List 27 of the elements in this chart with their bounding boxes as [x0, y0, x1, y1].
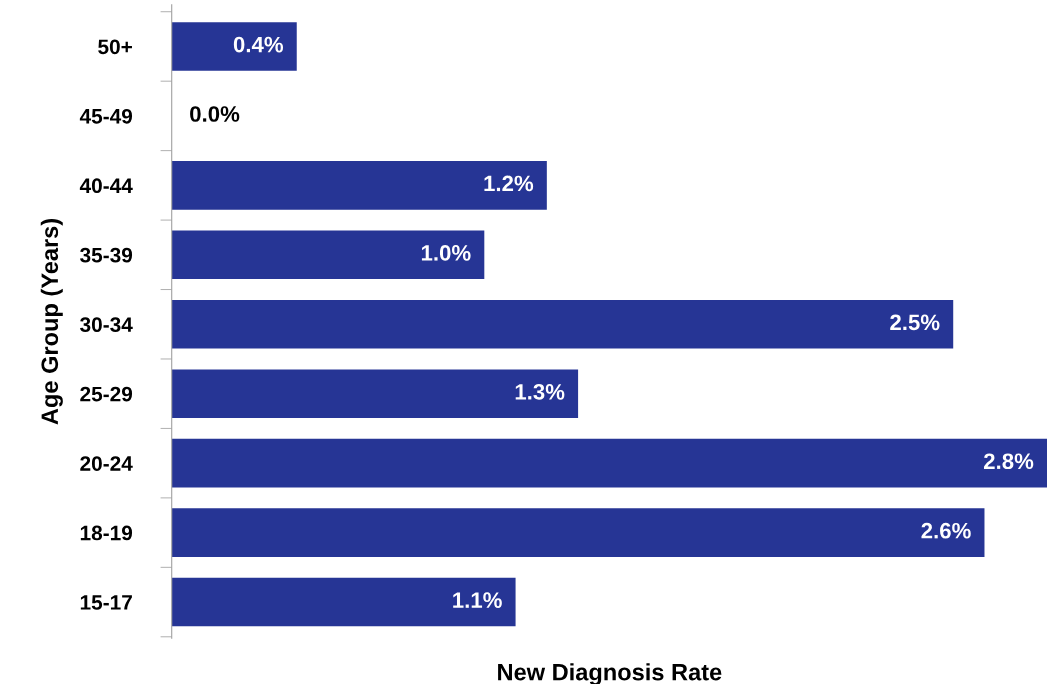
- data-label: 2.5%: [890, 314, 940, 331]
- y-axis-title: Age Group (Years): [40, 219, 63, 425]
- data-label: 2.6%: [921, 522, 971, 539]
- data-label: 1.0%: [421, 245, 471, 261]
- y-tick-label: 40-44: [79, 178, 133, 194]
- y-tick-label: 18-19: [80, 525, 133, 541]
- y-tick-label: 45-49: [79, 108, 133, 124]
- bar: [171, 508, 985, 557]
- data-label: 2.8%: [983, 453, 1034, 470]
- bar: [171, 299, 954, 349]
- y-tick-label: 25-29: [80, 386, 133, 402]
- y-tick-label: 50+: [98, 39, 132, 55]
- data-label: 1.3%: [515, 383, 565, 400]
- data-label: 1.2%: [484, 175, 534, 192]
- y-tick-label: 35-39: [80, 247, 133, 263]
- bar: [171, 161, 547, 210]
- bar: [171, 369, 579, 419]
- bar: [171, 22, 297, 71]
- data-label: 0.4%: [233, 36, 284, 53]
- bar: [171, 577, 516, 627]
- bar: [171, 438, 1047, 488]
- y-tick-label: 15-17: [80, 595, 132, 610]
- data-label: 1.1%: [453, 592, 502, 608]
- data-label: 0.0%: [190, 106, 240, 122]
- y-tick-label: 30-34: [80, 317, 133, 333]
- bar: [171, 230, 485, 280]
- y-tick-label: 20-24: [80, 456, 133, 471]
